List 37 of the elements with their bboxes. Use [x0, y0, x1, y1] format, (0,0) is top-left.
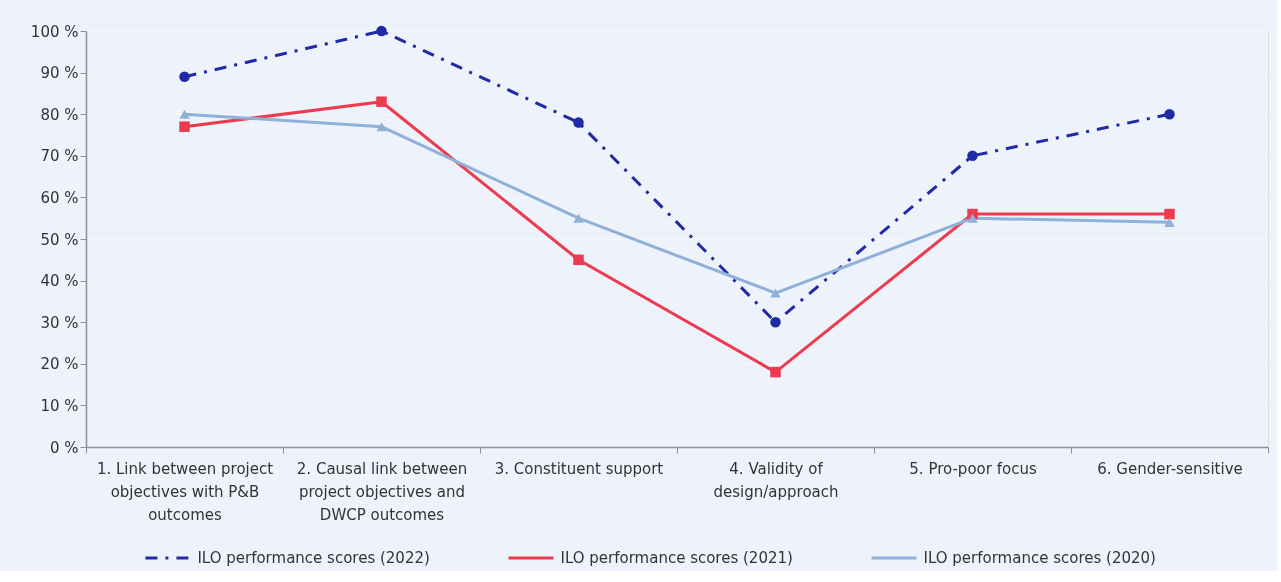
point: [770, 288, 781, 298]
x-tick-label: 2. Causal link between project objectives and DWCP outcomes: [296, 459, 468, 524]
point: [179, 71, 190, 82]
y-tick-label: 30 %: [40, 313, 79, 332]
point: [1164, 208, 1175, 220]
point: [376, 122, 387, 132]
x-tick-label: 4. Validity of design/approach: [713, 459, 839, 501]
y-tick-label: 10 %: [40, 396, 79, 415]
y-tick-label: 100 %: [30, 22, 79, 41]
point: [179, 121, 190, 132]
y-tick-label: 60 %: [40, 188, 79, 207]
y-tick-label: 50 %: [40, 230, 79, 249]
point: [967, 150, 978, 162]
point: [1164, 108, 1175, 120]
y-tick-label: 20 %: [40, 355, 79, 374]
x-tick-label: 3. Constituent support: [494, 459, 664, 478]
point: [770, 316, 781, 328]
legend-label: ILO performance scores (2021): [560, 549, 793, 567]
point: [1164, 217, 1175, 227]
y-tick-label: 90 %: [40, 64, 79, 83]
point: [573, 254, 584, 266]
x-tick-label: 5. Pro-poor focus: [909, 459, 1037, 478]
point: [376, 96, 387, 107]
x-tick-label: 6. Gender-sensitive: [1097, 459, 1243, 478]
point: [967, 213, 978, 223]
y-tick-label: 80 %: [40, 105, 79, 124]
x-tick-label: 1. Link between project objectives with P&B outcomes: [96, 459, 274, 524]
y-tick-label: 0 %: [49, 438, 79, 457]
point: [573, 117, 584, 128]
point: [770, 366, 781, 378]
point: [179, 109, 190, 119]
y-tick-label: 40 %: [40, 272, 79, 291]
legend-label: ILO performance scores (2022): [197, 549, 430, 567]
legend-label: ILO performance scores (2020): [923, 549, 1156, 567]
point: [376, 25, 387, 37]
y-tick-label: 70 %: [40, 147, 79, 166]
point: [573, 213, 584, 223]
